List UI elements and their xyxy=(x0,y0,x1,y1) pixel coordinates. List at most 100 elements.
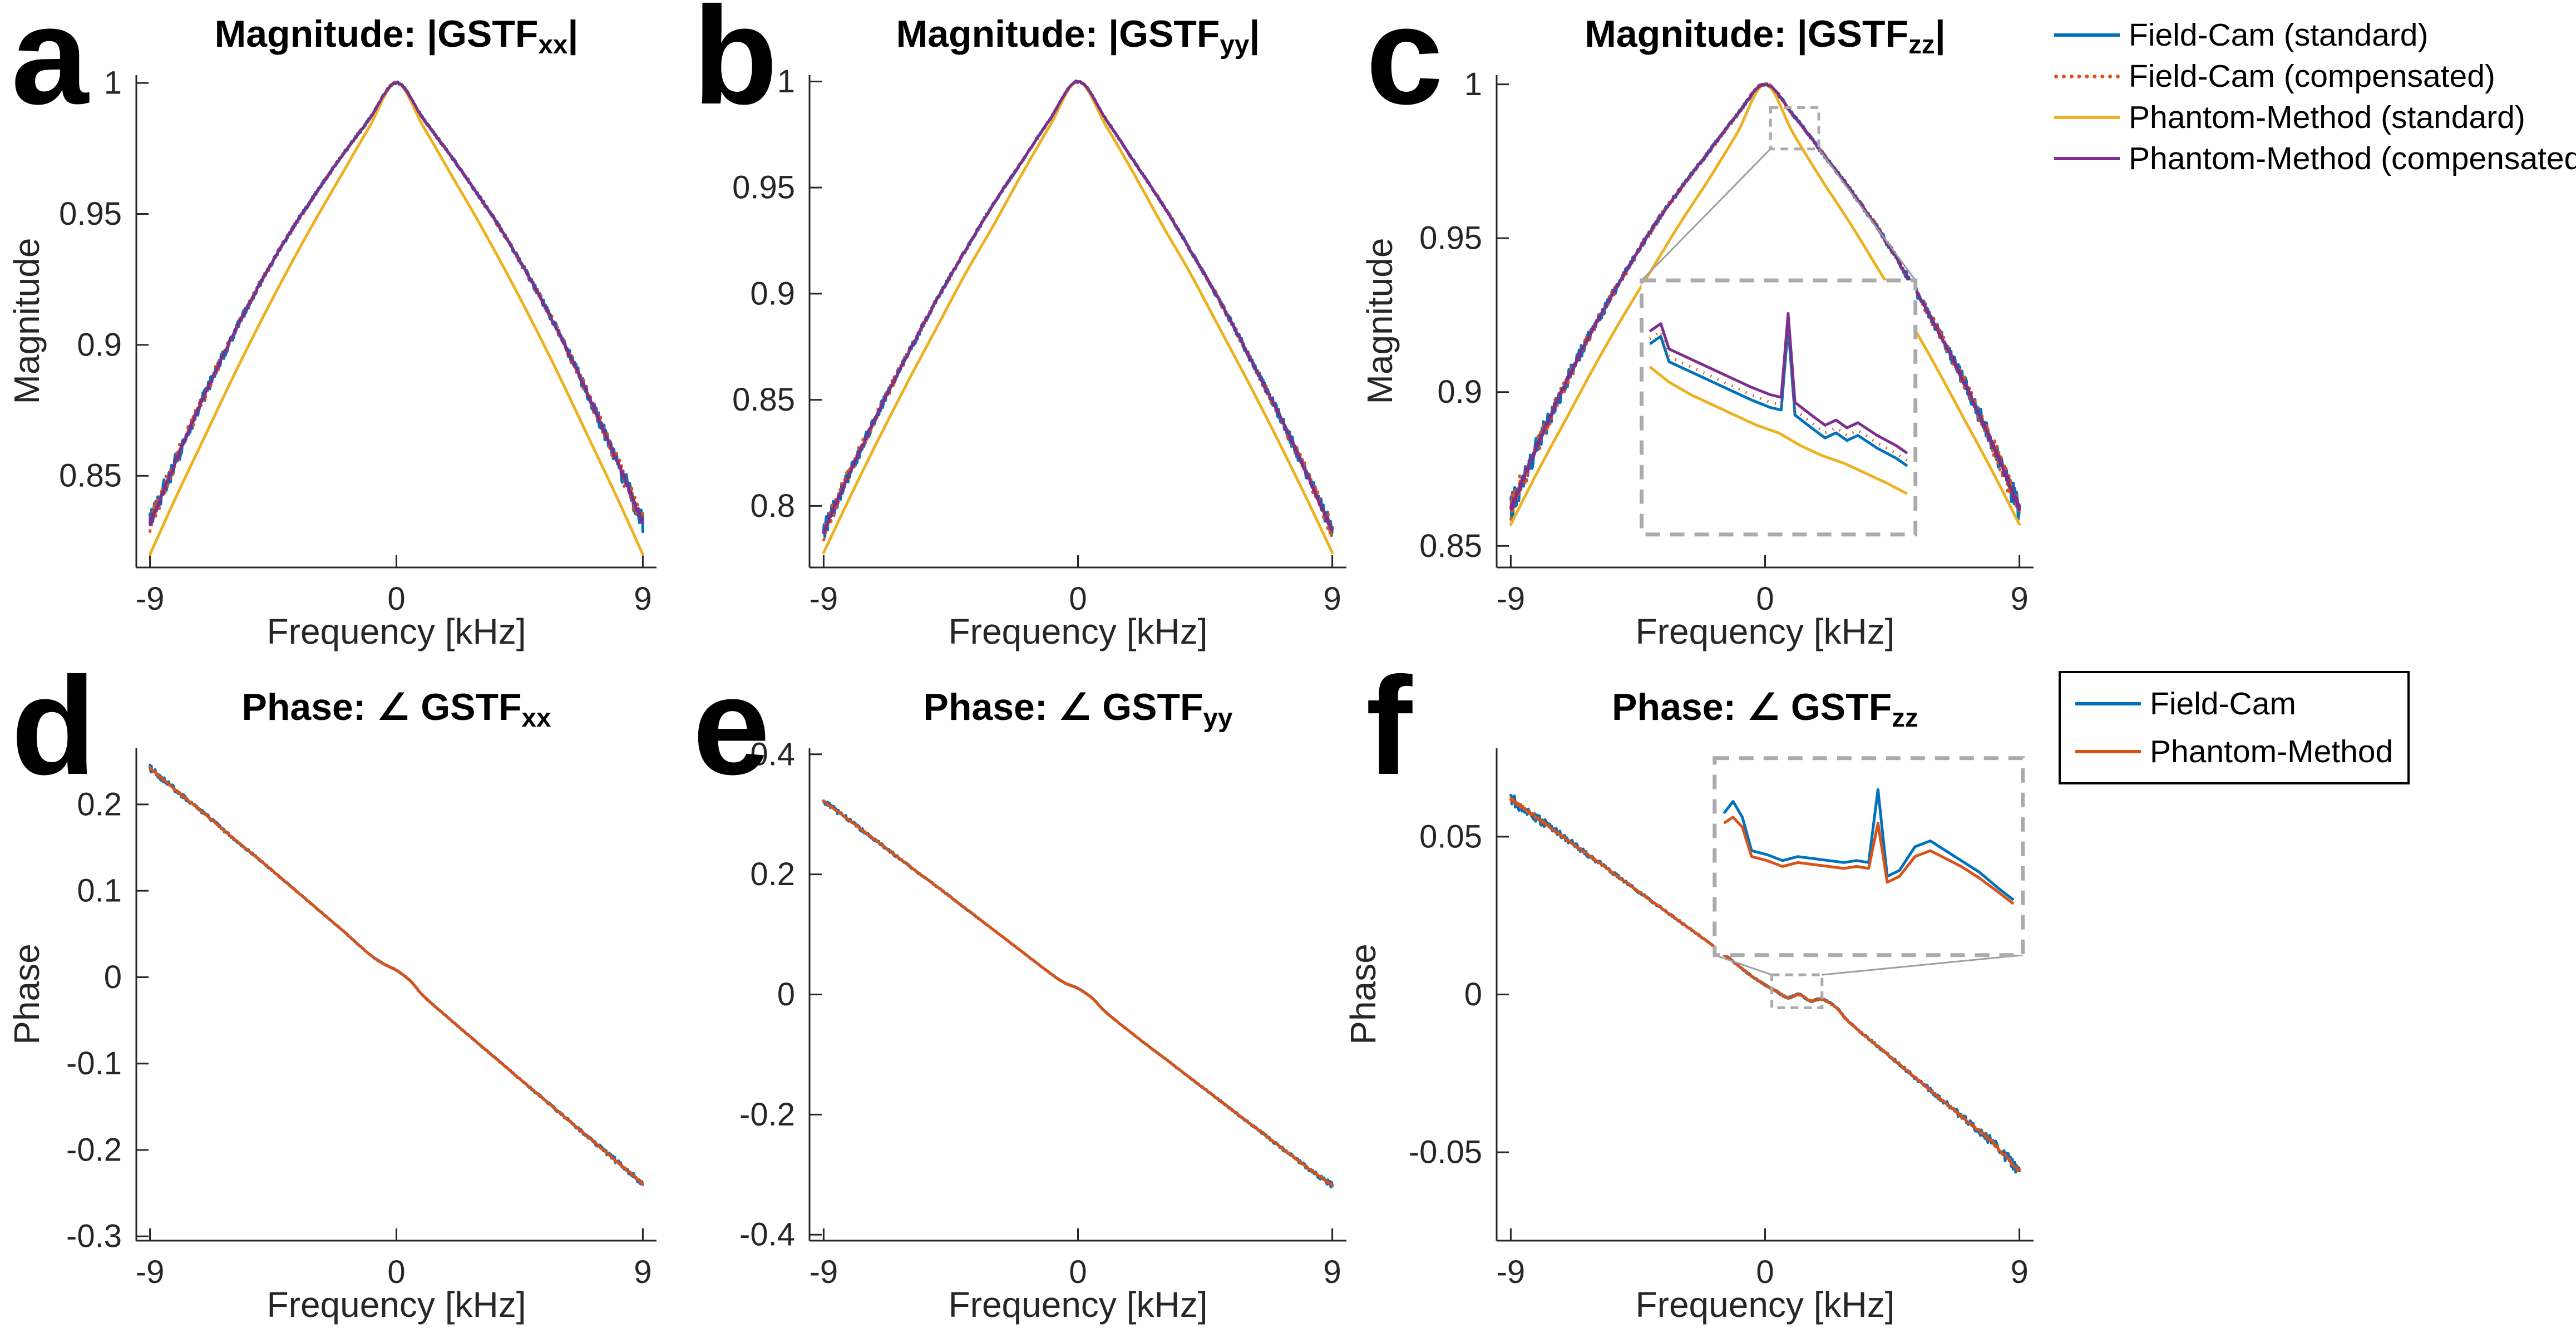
legend-entry: Phantom-Method xyxy=(2075,728,2393,776)
y-tick-label: 0 xyxy=(777,976,795,1013)
y-tick-label: 1 xyxy=(104,65,122,101)
legend-label: Phantom-Method (compensated) xyxy=(2129,141,2576,176)
inset-series-line xyxy=(1723,816,2015,905)
y-tick-label: 0.85 xyxy=(1419,528,1482,564)
panel-c-yaxis-label: Magnitude xyxy=(1360,238,1400,404)
panel-b-xaxis-label: Frequency [kHz] xyxy=(948,611,1208,651)
x-tick-label: -9 xyxy=(1497,581,1526,617)
series-phantom-method xyxy=(149,766,644,1186)
inset-connector-line xyxy=(1818,148,1916,281)
series-phantom-method xyxy=(1509,796,2021,1172)
inset-connector-line xyxy=(1714,954,1773,976)
x-tick-label: 0 xyxy=(387,1254,405,1290)
title-text: Magnitude: |GSTF xyxy=(1585,13,1909,55)
x-tick-label: 9 xyxy=(2010,581,2028,617)
inset-connector-line xyxy=(1641,148,1771,282)
x-tick-label: 0 xyxy=(1756,581,1774,617)
y-tick-label: -0.2 xyxy=(66,1132,122,1168)
y-tick-label: 0.05 xyxy=(1419,818,1482,855)
title-text-end: | xyxy=(1935,13,1946,55)
series-phantom-method-compensated- xyxy=(822,80,1334,535)
y-tick-label: -0.3 xyxy=(66,1218,122,1255)
y-tick-label: 0 xyxy=(1464,976,1482,1013)
y-tick-label: 0.95 xyxy=(59,196,122,232)
series-field-cam-compensated- xyxy=(149,80,644,534)
y-tick-label: 0.95 xyxy=(1419,220,1482,256)
y-tick-label: 0.8 xyxy=(750,488,795,524)
title-subscript: xx xyxy=(538,29,568,60)
series-field-cam-standard- xyxy=(149,80,644,534)
series-phantom-method-standard- xyxy=(822,80,1334,554)
inset-source-box xyxy=(1770,973,1824,1009)
legend-line-sample xyxy=(2075,750,2141,753)
title-text: Magnitude: |GSTF xyxy=(214,13,539,55)
series-phantom-method xyxy=(822,799,1334,1187)
y-tick-label: 0.1 xyxy=(77,873,122,909)
x-tick-label: 9 xyxy=(2010,1254,2028,1290)
title-text: Phase: ∠ GSTF xyxy=(923,686,1203,728)
y-tick-label: 1 xyxy=(777,63,795,100)
title-subscript: zz xyxy=(1892,703,1918,733)
panel-f-title: Phase: ∠ GSTFzz xyxy=(1497,685,2034,733)
y-tick-label: 0.2 xyxy=(750,856,795,892)
series-phantom-method-standard- xyxy=(149,81,644,556)
panel-d-letter: d xyxy=(11,648,96,803)
x-tick-label: 0 xyxy=(387,581,405,617)
panel-c-letter: c xyxy=(1366,0,1444,133)
title-text-end: | xyxy=(567,13,579,55)
legend-label: Field-Cam (compensated) xyxy=(2129,58,2495,94)
legend-label: Phantom-Method xyxy=(2150,734,2394,769)
inset-series-line xyxy=(1723,788,2015,901)
title-text: Magnitude: |GSTF xyxy=(896,13,1220,55)
legend-entry: Phantom-Method (standard) xyxy=(2054,97,2576,138)
panel-e-letter: e xyxy=(693,648,771,803)
panel-e-axes: -0.4 -0.2 0 0.2 0.4 -9 0 9 xyxy=(739,736,1346,1290)
panel-a-yaxis-label: Magnitude xyxy=(7,238,47,404)
title-text: Phase: ∠ GSTF xyxy=(241,686,522,728)
panel-a-xaxis-label: Frequency [kHz] xyxy=(267,611,526,651)
title-subscript: yy xyxy=(1203,703,1233,733)
title-text-end: | xyxy=(1249,13,1260,55)
panel-b-axes: 0.8 0.85 0.9 0.95 1 -9 0 9 xyxy=(732,63,1346,617)
inset-source-box xyxy=(1769,106,1820,151)
y-tick-label: 0.4 xyxy=(750,736,795,772)
legend-line-sample xyxy=(2054,157,2120,160)
legend-entry: Field-Cam (standard) xyxy=(2054,14,2576,56)
inset-connector-line xyxy=(1822,954,2023,976)
series-phantom-method-compensated- xyxy=(149,81,644,526)
panel-d-title: Phase: ∠ GSTFxx xyxy=(136,685,657,733)
y-tick-label: 1 xyxy=(1464,66,1482,102)
x-tick-label: -9 xyxy=(1497,1254,1526,1290)
x-tick-label: 0 xyxy=(1069,1254,1087,1290)
y-tick-label: 0.95 xyxy=(732,170,795,206)
panel-a-axes: 0.85 0.9 0.95 1 -9 0 9 xyxy=(59,65,657,617)
panel-a-letter: a xyxy=(11,0,89,133)
inset-series-line xyxy=(1649,366,1908,495)
x-tick-label: 9 xyxy=(1323,1254,1341,1290)
panel-f-yaxis-label: Phase xyxy=(1343,944,1383,1045)
legend-line-sample xyxy=(2075,702,2141,705)
x-tick-label: 9 xyxy=(1323,581,1341,617)
x-tick-label: 0 xyxy=(1756,1254,1774,1290)
x-tick-label: -9 xyxy=(136,581,165,617)
panel-e-xaxis-label: Frequency [kHz] xyxy=(948,1285,1208,1325)
panel-e-title: Phase: ∠ GSTFyy xyxy=(810,685,1346,733)
panel-f-xaxis-label: Frequency [kHz] xyxy=(1635,1285,1895,1325)
title-subscript: zz xyxy=(1908,29,1935,60)
y-tick-label: -0.1 xyxy=(66,1045,122,1082)
x-tick-label: -9 xyxy=(810,581,838,617)
panel-f-letter: f xyxy=(1366,648,1413,803)
y-tick-label: 0.9 xyxy=(77,327,122,363)
y-tick-label: 0.85 xyxy=(59,458,122,494)
legend-entry: Field-Cam xyxy=(2075,680,2393,728)
legend-magnitude: Field-Cam (standard) Field-Cam (compensat… xyxy=(2054,14,2576,179)
title-subscript: yy xyxy=(1220,29,1250,60)
series-field-cam-compensated- xyxy=(822,80,1334,541)
legend-label: Field-Cam (standard) xyxy=(2129,17,2429,53)
x-tick-label: 9 xyxy=(634,1254,652,1290)
y-tick-label: 0.9 xyxy=(1437,374,1482,410)
panel-f-axes: -0.05 0 0.05 -9 0 9 xyxy=(1409,748,2034,1290)
panel-b-letter: b xyxy=(693,0,778,133)
x-tick-label: -9 xyxy=(810,1254,838,1290)
